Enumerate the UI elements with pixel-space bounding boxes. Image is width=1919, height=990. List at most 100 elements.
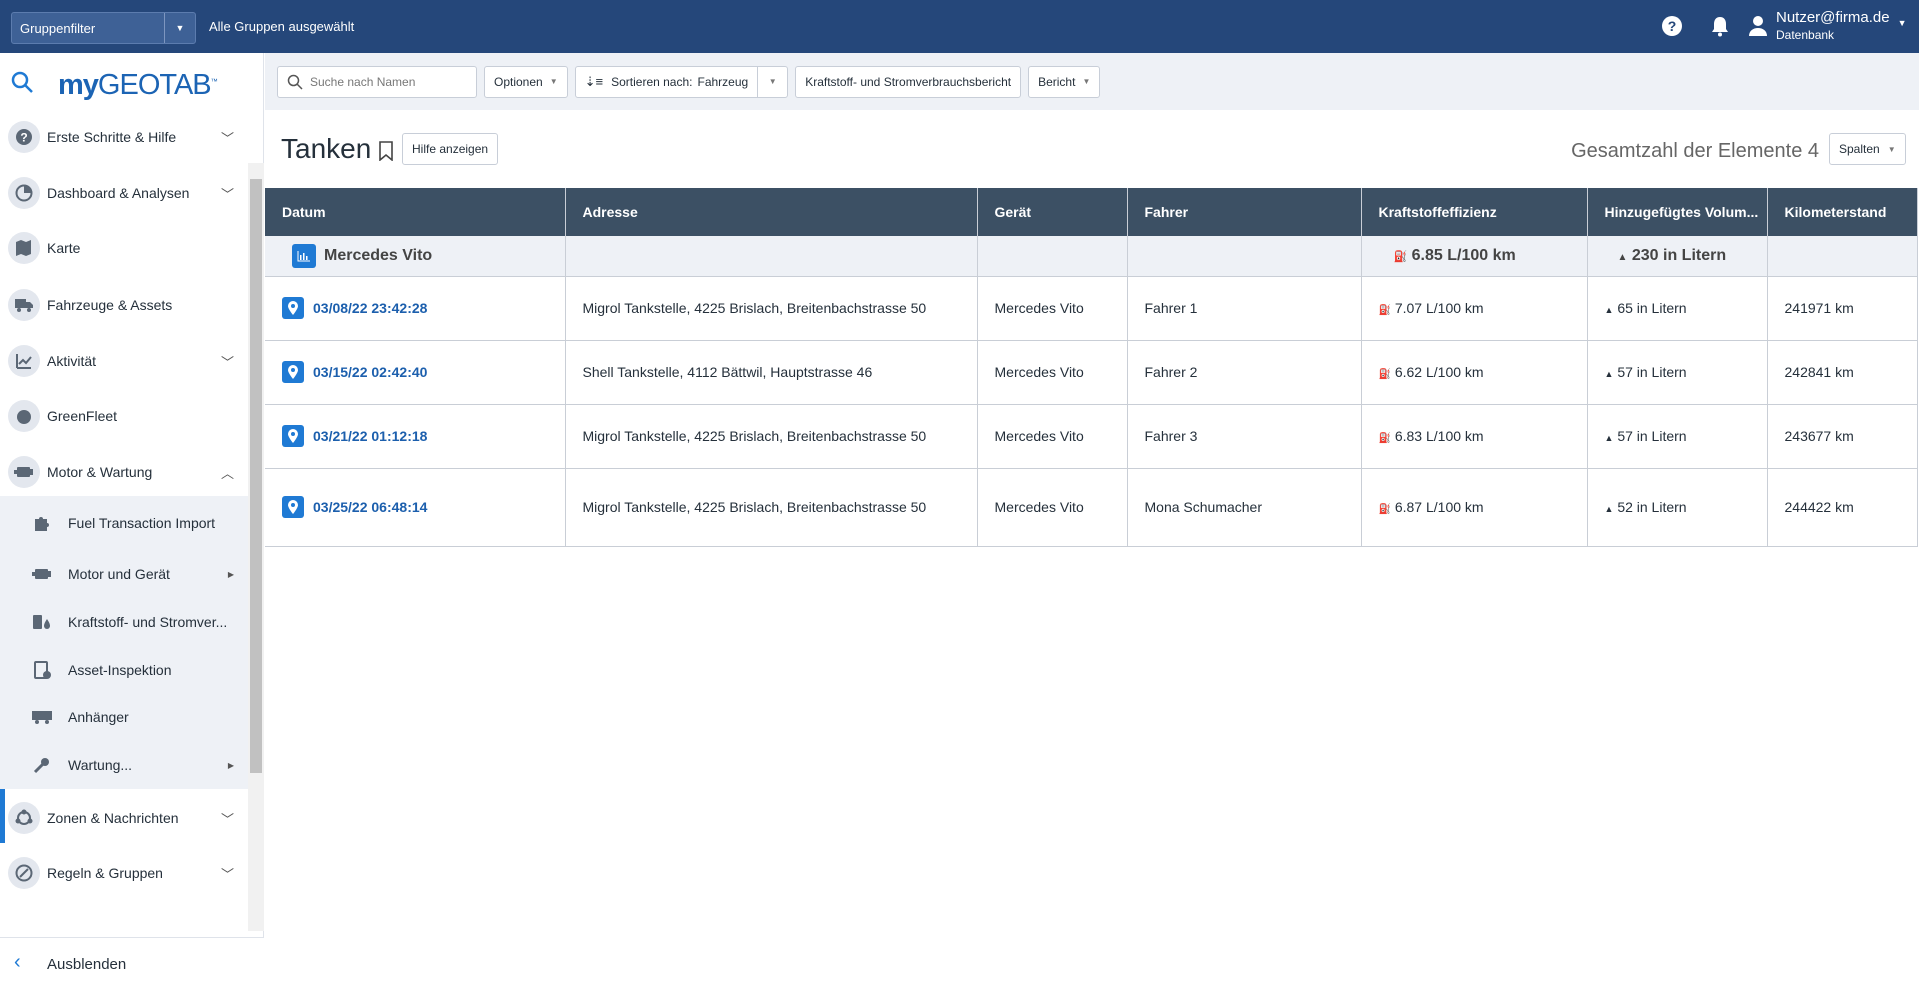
sidebar-scrollbar[interactable]	[248, 163, 264, 931]
chevron-down-icon[interactable]: ▼	[757, 66, 787, 97]
column-header[interactable]: Hinzugefügtes Volum...	[1587, 188, 1768, 236]
sidebar-item-wartung-[interactable]: Wartung... ▶	[0, 741, 248, 789]
activity-chart-icon	[8, 345, 40, 377]
sidebar-item-motor-und-gerät[interactable]: Motor und Gerät ▶	[0, 550, 248, 598]
date-link[interactable]: 03/21/22 01:12:18	[313, 428, 428, 444]
truck-icon	[8, 289, 40, 321]
chevron-down-icon: ﹀	[220, 186, 234, 202]
sort-icon: ⇣≡	[584, 73, 604, 89]
table-row[interactable]: 03/21/22 01:12:18 Migrol Tankstelle, 4225…	[265, 404, 1918, 469]
wrench-icon	[26, 749, 58, 781]
sidebar-item-kraftstoff-und-stromver-[interactable]: Kraftstoff- und Stromver...	[0, 598, 248, 646]
chevron-down-icon: ▼	[1082, 77, 1091, 86]
caret-right-icon: ▶	[227, 760, 234, 770]
page-title: Tanken	[281, 133, 372, 164]
fuel-pump-icon: ⛽	[1378, 504, 1391, 515]
chevron-left-icon: ‹	[14, 951, 21, 973]
triangle-up-icon: ▲	[1604, 305, 1614, 315]
sort-dropdown[interactable]: ⇣≡ Sortieren nach: Fahrzeug ▼	[574, 65, 789, 98]
sidebar-item-regeln-gruppen[interactable]: Regeln & Gruppen ﹀	[0, 847, 248, 899]
zones-icon	[8, 802, 40, 834]
sidebar-item-aktivität[interactable]: Aktivität ﹀	[0, 335, 248, 387]
chevron-down-icon: ▼	[1887, 144, 1896, 154]
table-row[interactable]: 03/25/22 06:48:14 Migrol Tankstelle, 4225…	[265, 468, 1918, 547]
column-header[interactable]: Gerät	[977, 188, 1128, 236]
sidebar-item-erste-schritte-hilfe[interactable]: ? Erste Schritte & Hilfe ﹀	[0, 111, 248, 163]
sidebar-item-karte[interactable]: Karte	[0, 222, 248, 274]
help-icon: ?	[8, 121, 40, 153]
caret-right-icon: ▶	[227, 569, 234, 579]
pie-chart-icon	[8, 177, 40, 209]
triangle-up-icon: ▲	[1604, 369, 1614, 379]
column-header[interactable]: Kilometerstand	[1767, 188, 1918, 236]
triangle-up-icon: ▲	[1604, 433, 1614, 443]
triangle-up-icon: ▲	[1604, 504, 1614, 514]
map-pin-icon[interactable]	[282, 297, 304, 319]
column-header[interactable]: Kraftstoffeffizienz	[1361, 188, 1588, 236]
user-menu[interactable]: Nutzer@firma.de Datenbank ▼	[1748, 8, 1907, 43]
help-icon[interactable]: ?	[1660, 14, 1684, 38]
bar-chart-icon[interactable]	[292, 243, 316, 268]
puzzle-icon	[26, 507, 58, 539]
fuel-pump-icon: ⛽	[1378, 433, 1391, 444]
scrollbar-thumb[interactable]	[250, 179, 262, 773]
clipboard-check-icon	[26, 654, 58, 686]
show-help-button[interactable]: Hilfe anzeigen	[402, 133, 499, 165]
map-icon	[8, 232, 40, 264]
search-icon	[287, 74, 303, 90]
fuel-table: Datum Adresse Gerät Fahrer Kraftstoffeffizie…	[265, 188, 1918, 547]
top-bar: Gruppenfilter ▼ Alle Gruppen ausgewählt …	[0, 0, 1919, 53]
chevron-down-icon: ▼	[549, 77, 558, 86]
selected-groups-text: Alle Gruppen ausgewählt	[209, 19, 355, 34]
date-link[interactable]: 03/15/22 02:42:40	[313, 364, 428, 380]
column-header[interactable]: Datum	[265, 188, 566, 236]
total-count: Gesamtzahl der Elemente 4	[1571, 140, 1819, 162]
sidebar-item-motor-wartung[interactable]: Motor & Wartung ︿	[0, 446, 248, 498]
chevron-down-icon: ﹀	[220, 811, 234, 827]
chevron-down-icon: ﹀	[220, 866, 234, 882]
search-icon[interactable]	[11, 71, 33, 93]
sidebar-item-fuel-transaction-import[interactable]: Fuel Transaction Import	[0, 496, 248, 550]
fuel-pump-icon: ⛽	[1393, 250, 1408, 263]
engine-icon	[8, 456, 40, 488]
chevron-down-icon: ﹀	[220, 354, 234, 370]
fuel-pump-icon: ⛽	[1378, 369, 1391, 380]
sidebar: myGEOTAB™ ? Erste Schritte & Hilfe ﹀ Dashbo…	[0, 53, 264, 973]
fuel-report-button[interactable]: Kraftstoff- und Stromverbrauchsbericht	[795, 65, 1022, 98]
map-pin-icon[interactable]	[282, 425, 304, 447]
bell-icon[interactable]	[1708, 14, 1732, 38]
search-input[interactable]: Suche nach Namen	[277, 65, 477, 98]
sidebar-item-zonen-nachrichten[interactable]: Zonen & Nachrichten ﹀	[0, 792, 248, 844]
trailer-icon	[26, 701, 58, 733]
date-link[interactable]: 03/25/22 06:48:14	[313, 499, 428, 515]
chevron-down-icon: ﹀	[220, 130, 234, 146]
map-pin-icon[interactable]	[282, 361, 304, 383]
options-button[interactable]: Optionen ▼	[484, 65, 568, 98]
sidebar-item-greenfleet[interactable]: GreenFleet	[0, 390, 248, 442]
mygeotab-logo: myGEOTAB™	[58, 69, 218, 101]
sidebar-item-fahrzeuge-assets[interactable]: Fahrzeuge & Assets	[0, 279, 248, 331]
report-button[interactable]: Bericht ▼	[1028, 65, 1101, 98]
bookmark-icon[interactable]	[378, 141, 394, 161]
table-row[interactable]: 03/08/22 23:42:28 Migrol Tankstelle, 4225…	[265, 276, 1918, 341]
engine-icon	[26, 558, 58, 590]
collapse-sidebar-button[interactable]: ‹ Ausblenden	[0, 937, 264, 990]
chevron-down-icon[interactable]: ▼	[164, 13, 195, 43]
chevron-down-icon: ▼	[1897, 18, 1907, 28]
column-header[interactable]: Adresse	[565, 188, 978, 236]
user-icon	[1749, 16, 1767, 36]
columns-button[interactable]: Spalten ▼	[1829, 133, 1906, 165]
group-filter-dropdown[interactable]: Gruppenfilter ▼	[11, 12, 196, 44]
map-pin-icon[interactable]	[282, 496, 304, 518]
fuel-drop-icon	[26, 606, 58, 638]
chevron-up-icon: ︿	[220, 465, 234, 481]
sidebar-item-dashboard-analysen[interactable]: Dashboard & Analysen ﹀	[0, 167, 248, 219]
table-row[interactable]: 03/15/22 02:42:40 Shell Tankstelle, 4112 …	[265, 340, 1918, 405]
sidebar-item-anhänger[interactable]: Anhänger	[0, 693, 248, 741]
group-row[interactable]: Mercedes Vito ⛽ 6.85 L/100 km ▲ 230 in L…	[265, 236, 1918, 277]
column-header[interactable]: Fahrer	[1127, 188, 1362, 236]
date-link[interactable]: 03/08/22 23:42:28	[313, 300, 428, 316]
rules-icon	[8, 857, 40, 889]
fuel-pump-icon: ⛽	[1378, 305, 1391, 316]
sidebar-item-asset-inspektion[interactable]: Asset-Inspektion	[0, 646, 248, 694]
